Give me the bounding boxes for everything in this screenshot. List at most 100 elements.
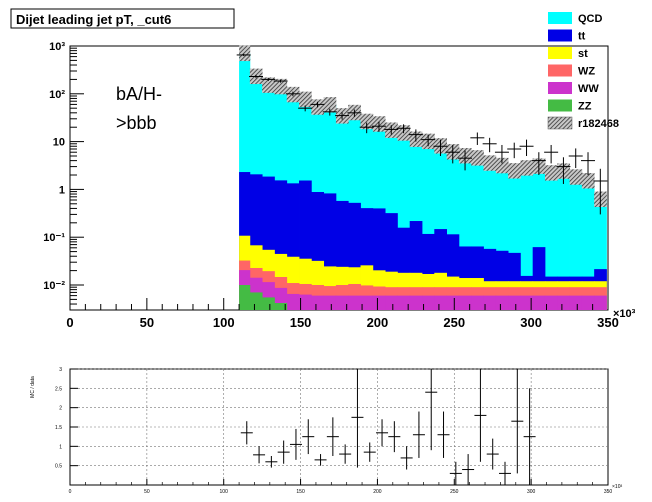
- legend-label: ZZ: [578, 101, 592, 113]
- ratio-y-tick-label: 1: [59, 444, 62, 450]
- title-box: [10, 8, 235, 29]
- band-segment: [299, 91, 312, 108]
- bar-qcd: [557, 171, 570, 310]
- annotation-line-1: bA/H-: [116, 84, 162, 104]
- annotation-line-2: >bbb: [116, 113, 157, 133]
- x-tick-label: 150: [290, 315, 312, 330]
- bar-ww: [422, 295, 435, 310]
- ratio-y-tick-label: 0.5: [55, 464, 62, 470]
- bar-ww: [385, 295, 398, 310]
- ratio-x-tick-label: 250: [450, 489, 459, 495]
- legend-swatch-ww: [548, 82, 572, 94]
- ratio-svg: 0.5 1 1.5 2 2.5 3 MC / data 0 50 100 150 200 250 300 3…: [30, 367, 622, 495]
- bar-ww: [544, 295, 558, 310]
- ratio-x-axis: 0 50 100 150 200 250 300 350: [69, 479, 613, 495]
- legend-swatch-data: [547, 116, 573, 130]
- main-histogram-svg: Dijet leading jet pT, _cut610⁻²10⁻¹11010…: [10, 8, 636, 330]
- legend-swatch-st: [548, 47, 572, 59]
- band-segment: [581, 173, 595, 189]
- bar-qcd: [520, 167, 534, 310]
- bar-ww: [286, 293, 300, 310]
- x-tick-label: 300: [520, 315, 542, 330]
- bar-ww: [495, 295, 509, 310]
- bar-zz: [239, 285, 251, 310]
- ratio-y-axis-label: MC / data: [30, 376, 36, 398]
- band-segment: [569, 169, 583, 185]
- ratio-grid: [70, 368, 608, 485]
- ratio-y-axis: 0.5 1 1.5 2 2.5 3: [55, 367, 78, 470]
- legend-swatch-zz: [548, 99, 572, 112]
- ratio-y-tick-label: 2: [59, 406, 62, 412]
- band-segment: [544, 165, 558, 181]
- x-tick-label: 100: [213, 315, 235, 330]
- y-tick-label: 10: [53, 137, 65, 149]
- data-points: [236, 53, 608, 215]
- bar-ww: [569, 295, 583, 310]
- legend-label: WZ: [578, 66, 595, 78]
- ratio-x-tick-label: 300: [527, 489, 536, 495]
- y-tick-label: 10⁻²: [43, 280, 65, 292]
- bar-ww: [557, 295, 570, 310]
- legend: QCD tt st WZ WW ZZ r182468: [547, 12, 619, 130]
- legend-label: QCD: [578, 13, 603, 25]
- bar-ww: [446, 295, 460, 310]
- bar-ww: [348, 295, 361, 310]
- bar-ww: [458, 295, 472, 310]
- y-axis: 10⁻² 10⁻¹ 1 10 10² 10³: [43, 41, 84, 311]
- ratio-x-scale-label: ×10³: [612, 484, 622, 490]
- bar-ww: [520, 295, 534, 310]
- bar-ww: [532, 295, 546, 310]
- bar-zz: [274, 303, 288, 310]
- y-tick-label: 10³: [49, 41, 65, 53]
- bar-zz: [249, 292, 263, 310]
- ratio-x-tick-label: 50: [144, 489, 150, 495]
- bar-ww: [372, 295, 386, 310]
- ratio-y-tick-label: 1.5: [55, 425, 62, 431]
- main-histogram-panel: Dijet leading jet pT, _cut6 10⁻² 10⁻¹ 1 10 10…: [4, 4, 646, 336]
- x-tick-label: 350: [597, 315, 619, 330]
- bar-ww: [483, 295, 497, 310]
- band-segment: [360, 113, 374, 130]
- legend-label: WW: [578, 83, 599, 95]
- legend-swatch-tt: [548, 29, 572, 42]
- x-tick-label: 200: [367, 315, 389, 330]
- ratio-x-tick-label: 100: [220, 489, 229, 495]
- ratio-y-tick-label: 2.5: [55, 386, 62, 392]
- ratio-panel: 0.5 1 1.5 2 2.5 3 MC / data 0 50 100 150 200 250 300 3…: [4, 345, 646, 497]
- legend-label: r182468: [578, 118, 619, 130]
- y-tick-label: 10⁻¹: [43, 232, 65, 244]
- series-zz-bars: [239, 285, 288, 310]
- bar-ww: [335, 295, 349, 310]
- legend-label: tt: [578, 31, 586, 43]
- y-tick-label: 10²: [49, 89, 65, 101]
- bar-ww: [360, 295, 374, 310]
- legend-label: st: [578, 48, 588, 60]
- band-segment: [471, 150, 484, 166]
- bar-ww: [594, 295, 607, 310]
- x-tick-label: 0: [66, 315, 73, 330]
- bar-ww: [434, 295, 447, 310]
- ratio-x-tick-label: 150: [296, 489, 305, 495]
- ratio-x-tick-label: 350: [604, 489, 613, 495]
- legend-swatch-wz: [548, 64, 572, 77]
- ratio-y-tick-label: 3: [59, 367, 62, 373]
- legend-swatch-qcd: [548, 12, 572, 24]
- bar-ww: [581, 295, 595, 310]
- x-axis: 0 50 100 150 200 250 300 350: [66, 298, 619, 330]
- ratio-x-tick-label: 200: [373, 489, 382, 495]
- band-segment: [520, 160, 534, 176]
- x-scale-label: ×10³: [613, 308, 636, 320]
- ratio-points: [240, 369, 536, 485]
- bar-ww: [508, 295, 521, 310]
- band-segment: [239, 45, 251, 62]
- band-segment: [323, 97, 337, 113]
- bar-ww: [397, 295, 411, 310]
- band-segment: [508, 163, 521, 179]
- bar-ww: [471, 295, 484, 310]
- chart-title: Dijet leading jet pT, _cut6: [16, 12, 171, 27]
- bar-ww: [409, 295, 423, 310]
- uncertainty-band: [239, 45, 607, 207]
- bar-qcd: [544, 172, 558, 310]
- ratio-x-tick-label: 0: [69, 489, 72, 495]
